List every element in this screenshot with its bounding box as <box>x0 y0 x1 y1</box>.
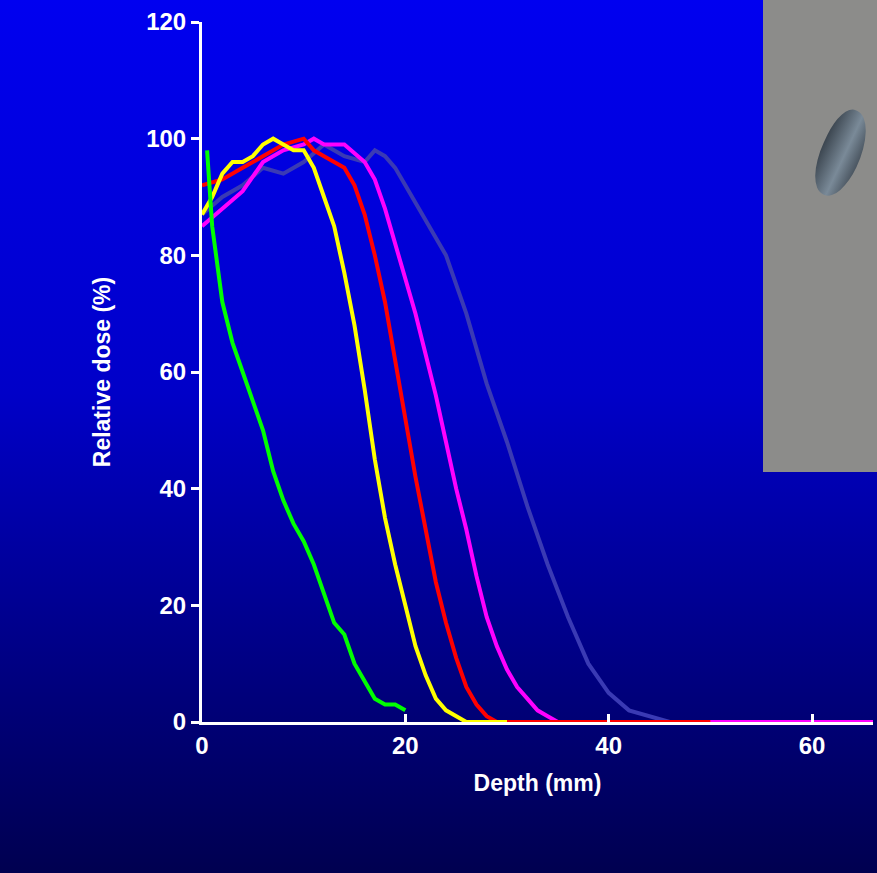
svg-text:80: 80 <box>159 242 186 269</box>
svg-text:20: 20 <box>159 592 186 619</box>
svg-text:0: 0 <box>195 732 208 759</box>
svg-text:60: 60 <box>799 732 826 759</box>
svg-text:20: 20 <box>392 732 419 759</box>
svg-text:Depth (mm): Depth (mm) <box>474 770 602 796</box>
svg-text:40: 40 <box>595 732 622 759</box>
svg-text:100: 100 <box>146 125 186 152</box>
svg-text:60: 60 <box>159 358 186 385</box>
svg-text:40: 40 <box>159 475 186 502</box>
svg-text:0: 0 <box>173 708 186 735</box>
svg-text:Relative dose (%): Relative dose (%) <box>89 277 115 467</box>
svg-text:120: 120 <box>146 8 186 35</box>
